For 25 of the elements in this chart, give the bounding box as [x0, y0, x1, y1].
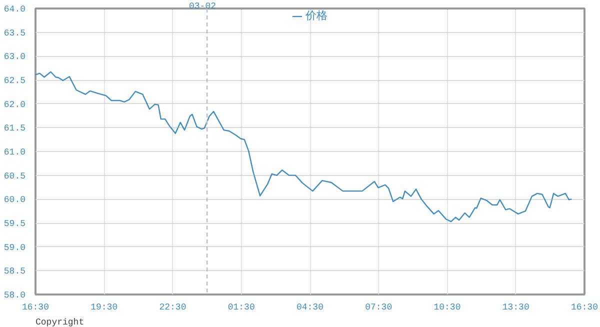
legend-label: 价格 [306, 8, 328, 23]
text: Copyright [36, 318, 84, 327]
x-tick-label: 22:30 [159, 302, 186, 312]
x-tick-label: 13:30 [502, 302, 530, 312]
y-tick-label: 59.5 [4, 219, 26, 229]
y-tick-label: 60.5 [4, 171, 26, 182]
x-tick-label: 04:30 [296, 302, 324, 312]
x-tick-label: 19:30 [90, 302, 118, 312]
y-tick-label: 58.0 [4, 290, 26, 300]
y-tick-label: 61.5 [4, 124, 26, 134]
y-tick-label: 63.0 [4, 52, 26, 62]
y-tick-label: 58.5 [4, 266, 26, 277]
y-tick-label: 63.5 [4, 28, 26, 38]
y-tick-label: 60.0 [4, 195, 26, 206]
ref-line-label: 03-02 [189, 2, 216, 12]
x-tick-label: 16:30 [22, 302, 50, 312]
y-tick-label: 59.0 [4, 242, 26, 253]
y-tick-label: 62.5 [4, 76, 26, 86]
y-tick-label: 61.0 [4, 148, 26, 158]
x-tick-label: 07:30 [365, 302, 392, 312]
y-tick-label: 64.0 [4, 4, 26, 14]
x-tick-label: 01:30 [228, 302, 255, 312]
x-tick-label: 10:30 [434, 302, 461, 312]
x-tick-label: 16:30 [571, 302, 598, 312]
y-tick-label: 62.0 [4, 100, 26, 110]
